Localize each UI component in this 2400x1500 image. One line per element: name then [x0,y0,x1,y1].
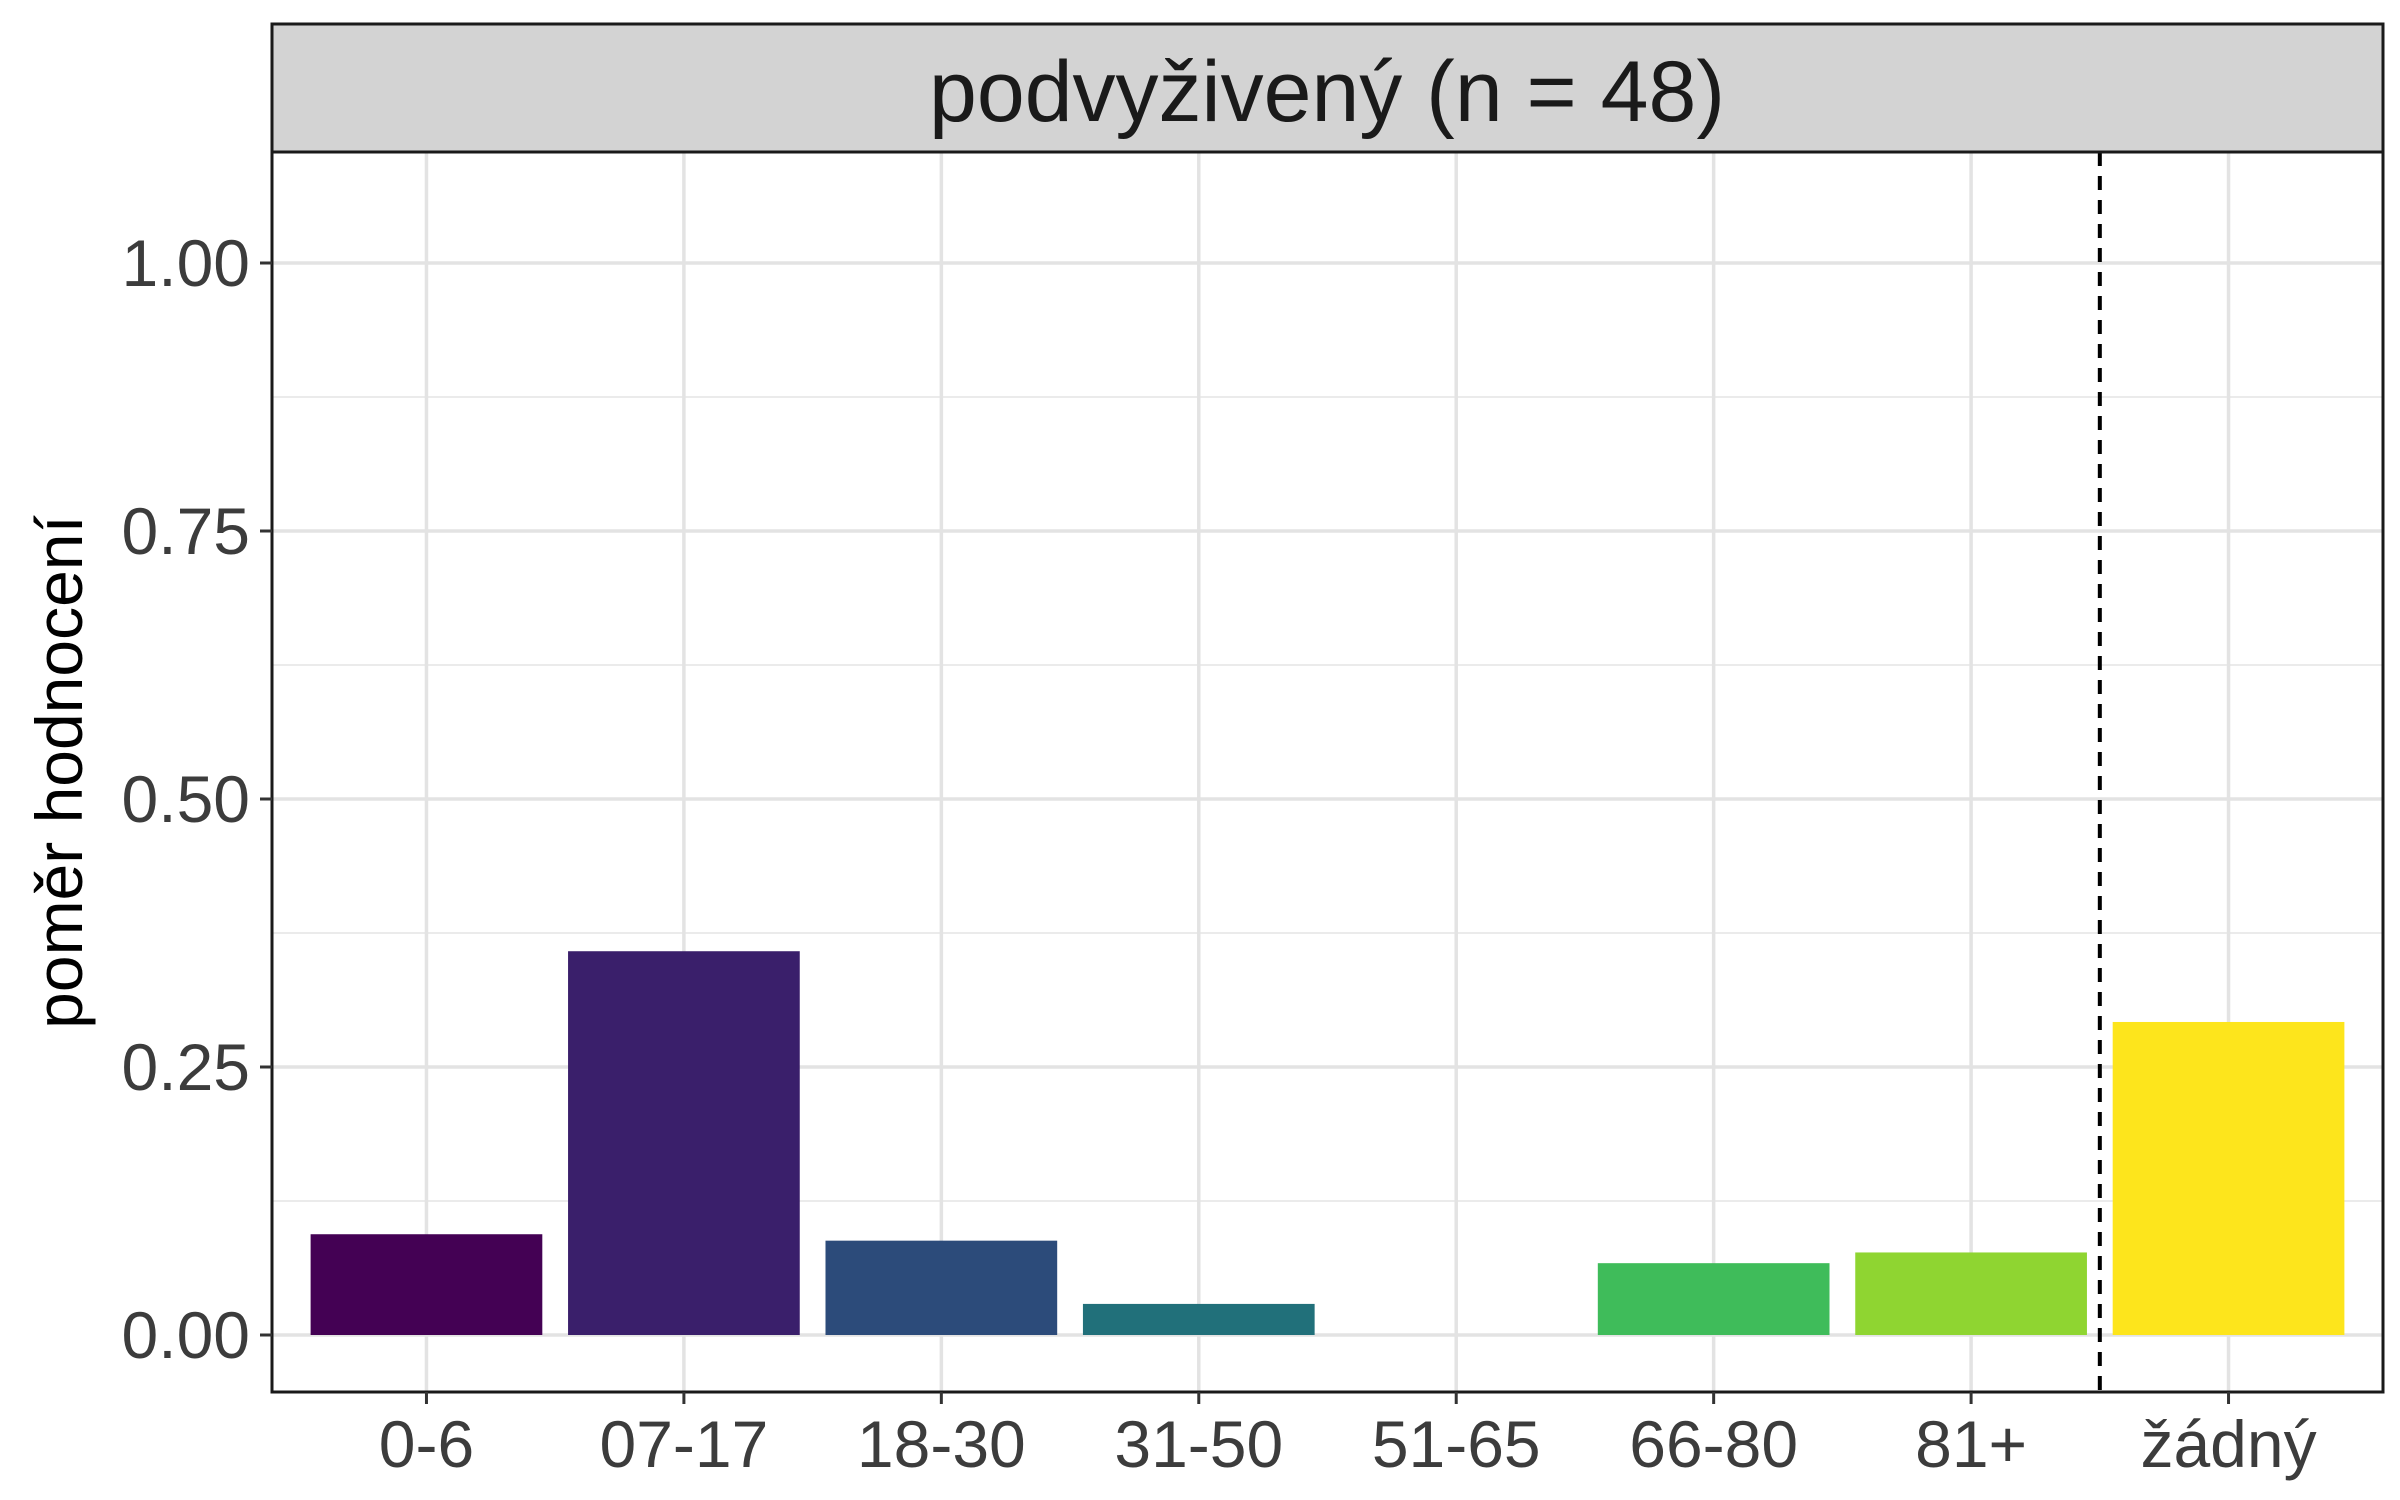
y-tick-label: 0.50 [122,762,250,836]
y-axis-title: poměr hodnocení [22,514,96,1028]
plot-border [270,150,2385,1394]
facet-title: podvyživený (n = 48) [929,44,1725,140]
x-tick-label: 0-6 [379,1407,474,1481]
x-tick-label: 81+ [1915,1407,2027,1481]
x-tick-label: 66-80 [1629,1407,1798,1481]
y-tick-label: 0.25 [122,1030,250,1104]
bar-0-6 [310,1234,543,1335]
y-tick-label: 1.00 [122,226,250,300]
bar-66-80 [1597,1263,1830,1335]
y-tick-label: 0.00 [122,1298,250,1372]
x-tick-label: 31-50 [1114,1407,1283,1481]
x-tick-label: 51-65 [1372,1407,1541,1481]
bar-07-17 [568,951,800,1335]
bar-31-50 [1082,1303,1315,1335]
facet-strip [270,22,2385,154]
bar-81+ [1855,1252,2087,1335]
x-tick-label: žádný [2140,1407,2316,1481]
x-tick-label: 07-17 [599,1407,768,1481]
x-tick-label: 18-30 [857,1407,1026,1481]
y-axis: 0.00 0.25 0.50 0.75 1.00 [122,226,272,1372]
bar-18-30 [825,1240,1058,1335]
x-axis: 0-6 07-17 18-30 31-50 51-65 66-80 81+ žádný [379,1392,2317,1481]
bar-žádný [2112,1021,2345,1335]
y-tick-label: 0.75 [122,494,250,568]
bars [310,951,2345,1335]
